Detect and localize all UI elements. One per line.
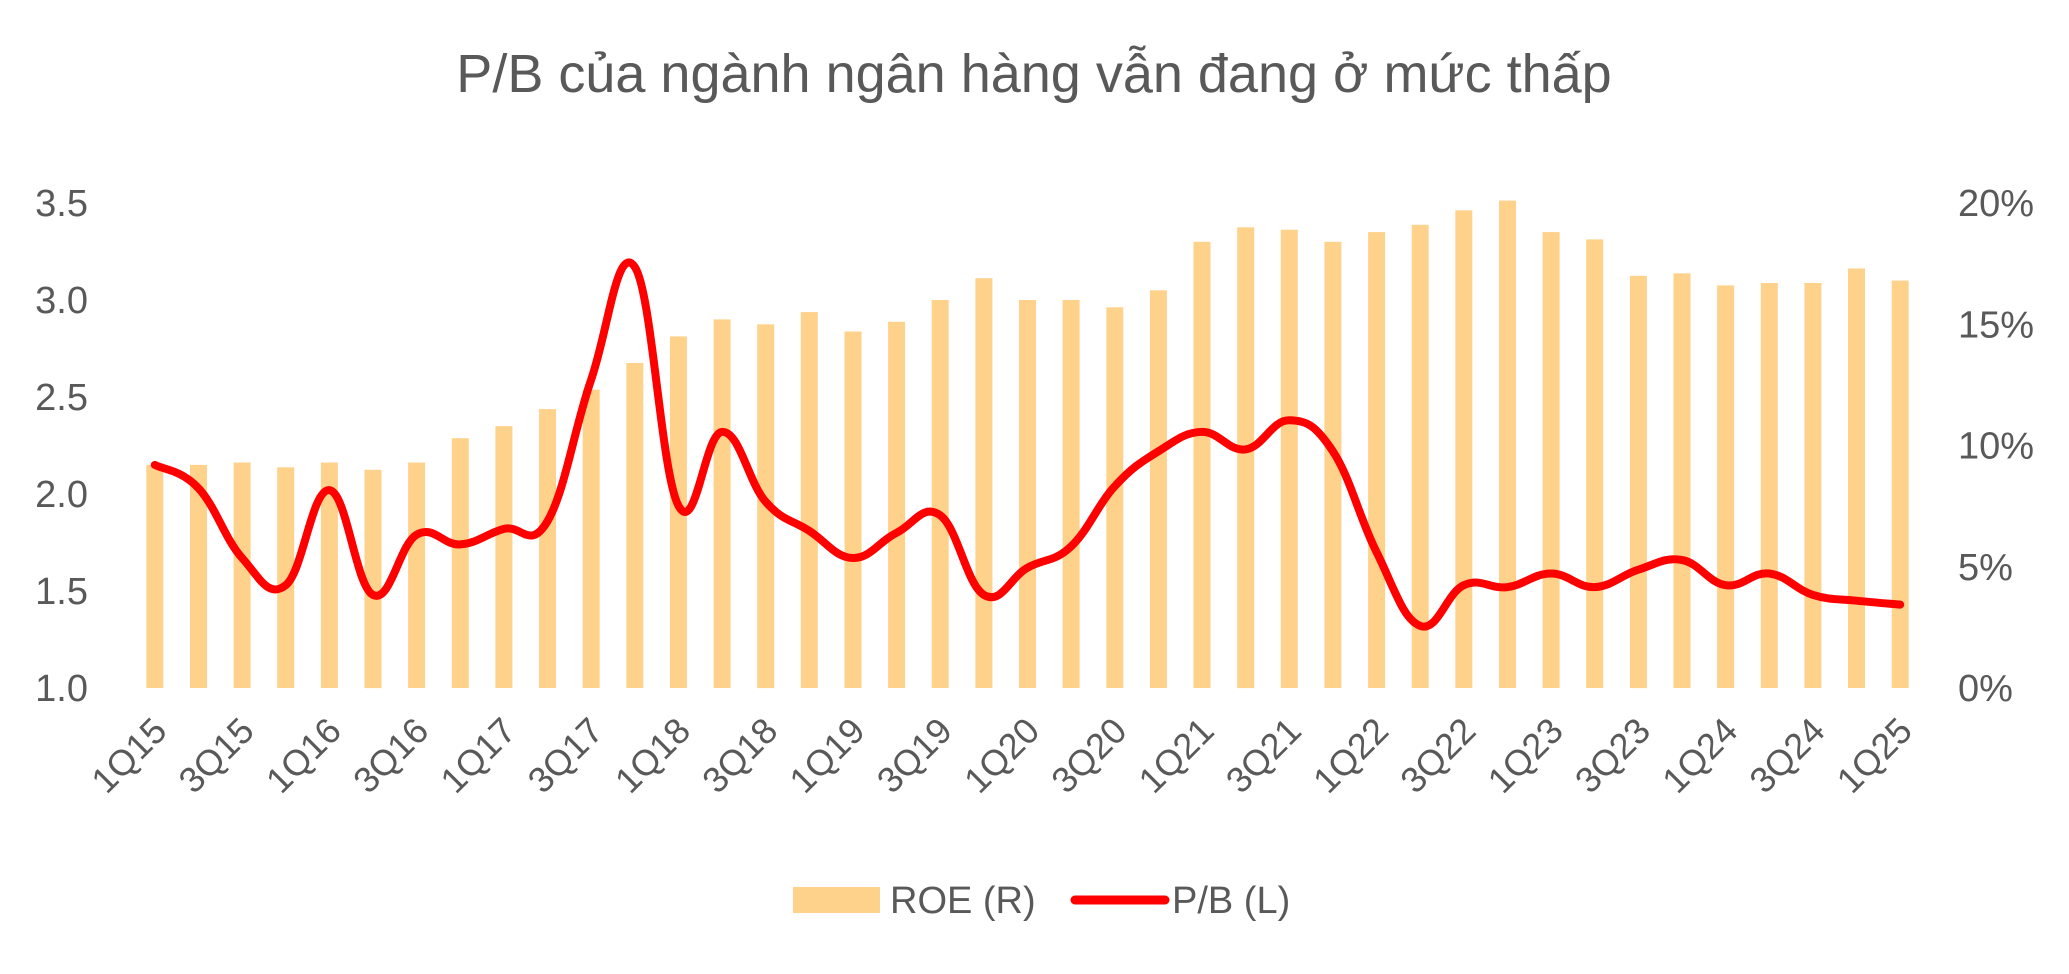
roe-bar-3Q24 (1804, 283, 1822, 688)
x-tick-label: 1Q23 (1479, 710, 1570, 801)
roe-bar-3Q16 (408, 462, 426, 688)
left-tick-label: 3.5 (35, 183, 88, 225)
roe-bar-1Q25 (1891, 280, 1909, 688)
roe-bar-3Q23 (1629, 275, 1647, 689)
left-axis: 1.0 1.5 2.0 2.5 3.0 3.5 (35, 183, 88, 710)
roe-bar-2Q19 (888, 321, 906, 688)
pb-line (150, 258, 1905, 631)
roe-bar-1Q17 (495, 426, 513, 688)
roe-bar-1Q24 (1717, 285, 1735, 688)
roe-bar-1Q21 (1193, 241, 1211, 689)
x-tick-label: 3Q16 (345, 710, 436, 801)
pb-line-layer (150, 258, 1905, 631)
x-tick-label: 3Q23 (1567, 710, 1658, 801)
roe-bar-1Q15 (146, 464, 164, 688)
roe-bar-4Q15 (277, 467, 295, 688)
legend-swatch-roe (793, 887, 880, 913)
x-tick-label: 3Q18 (694, 710, 785, 801)
roe-bar-2Q23 (1586, 239, 1604, 688)
legend: ROE (R) P/B (L) (793, 880, 1290, 922)
left-tick-label: 2.0 (35, 474, 88, 516)
x-tick-label: 3Q24 (1741, 710, 1832, 801)
chart-title: P/B của ngành ngân hàng vẫn đang ở mức t… (456, 44, 1611, 104)
roe-bar-1Q20 (1019, 300, 1036, 688)
x-tick-label: 1Q17 (432, 710, 523, 801)
x-tick-label: 3Q19 (869, 710, 960, 801)
x-tick-label: 3Q21 (1218, 710, 1309, 801)
roe-bar-4Q24 (1848, 268, 1865, 688)
x-tick-label: 1Q22 (1305, 710, 1396, 801)
right-tick-label: 5% (1958, 547, 2013, 589)
x-tick-label: 1Q24 (1654, 710, 1745, 801)
roe-bar-2Q21 (1237, 227, 1255, 689)
roe-bar-4Q19 (975, 278, 993, 688)
roe-bar-3Q17 (582, 389, 600, 688)
roe-bar-2Q15 (190, 464, 207, 688)
x-tick-label: 3Q17 (520, 710, 611, 801)
roe-bar-1Q19 (844, 331, 862, 688)
roe-bar-4Q20 (1149, 290, 1167, 688)
x-tick-label: 1Q18 (607, 710, 698, 801)
roe-bar-1Q23 (1542, 232, 1560, 688)
roe-bar-4Q22 (1499, 200, 1516, 688)
right-tick-label: 20% (1958, 183, 2034, 225)
roe-bar-3Q20 (1106, 307, 1124, 688)
roe-bar-2Q24 (1760, 283, 1778, 688)
right-tick-label: 0% (1958, 668, 2013, 710)
roe-bar-4Q23 (1673, 273, 1691, 688)
roe-bar-4Q17 (626, 363, 644, 688)
x-tick-label: 3Q22 (1392, 710, 1483, 801)
roe-bar-4Q16 (451, 438, 469, 688)
left-tick-label: 2.5 (35, 377, 88, 419)
right-axis: 0% 5% 10% 15% 20% (1958, 183, 2034, 710)
left-tick-label: 3.0 (35, 280, 88, 322)
x-tick-label: 1Q25 (1829, 710, 1920, 801)
x-tick-label: 1Q16 (258, 710, 349, 801)
x-tick-label: 1Q21 (1130, 710, 1221, 801)
right-tick-label: 15% (1958, 304, 2034, 346)
roe-bar-2Q20 (1062, 300, 1080, 688)
left-tick-label: 1.0 (35, 668, 88, 710)
roe-bar-2Q16 (364, 469, 382, 689)
roe-bar-1Q22 (1368, 232, 1386, 688)
roe-bar-3Q21 (1280, 229, 1298, 688)
roe-bar-2Q22 (1411, 224, 1429, 689)
roe-bar-4Q21 (1324, 241, 1342, 689)
roe-bar-3Q15 (233, 462, 251, 688)
roe-bar-1Q16 (320, 462, 338, 688)
x-tick-label: 3Q20 (1043, 710, 1134, 801)
x-tick-label: 3Q15 (170, 710, 261, 801)
roe-bar-4Q18 (800, 312, 818, 688)
x-tick-label: 1Q20 (956, 710, 1047, 801)
roe-bar-3Q22 (1455, 210, 1473, 689)
x-tick-label: 1Q15 (83, 710, 174, 801)
roe-bar-2Q17 (539, 409, 556, 688)
right-tick-label: 10% (1958, 426, 2034, 468)
roe-bars (146, 200, 1909, 689)
legend-label-roe: ROE (R) (890, 880, 1036, 922)
x-axis: 1Q153Q151Q163Q161Q173Q171Q183Q181Q193Q19… (83, 710, 1920, 801)
roe-bar-3Q19 (931, 300, 949, 688)
x-tick-label: 1Q19 (781, 710, 872, 801)
left-tick-label: 1.5 (35, 571, 88, 613)
legend-label-pb: P/B (L) (1172, 880, 1290, 922)
roe-bar-2Q18 (713, 319, 731, 688)
